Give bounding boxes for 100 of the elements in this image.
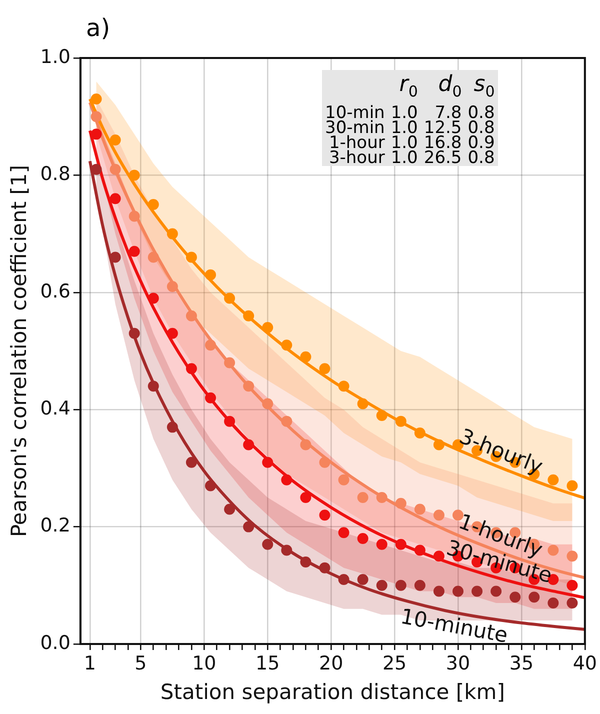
x-tick-label: 1	[84, 652, 96, 674]
point	[357, 492, 368, 503]
point	[110, 134, 121, 146]
point	[243, 439, 254, 450]
point	[319, 510, 330, 521]
point	[472, 586, 483, 597]
point	[128, 246, 140, 257]
point	[186, 252, 197, 263]
point	[300, 492, 312, 503]
point	[224, 416, 236, 427]
point	[395, 580, 406, 591]
point	[224, 357, 236, 368]
point	[414, 544, 426, 556]
point	[128, 210, 140, 222]
point	[148, 292, 159, 304]
point	[376, 492, 388, 503]
point	[319, 363, 330, 374]
text: r$_{0}$ d$_{0}$ s$_{0}$	[399, 72, 495, 100]
point	[376, 580, 388, 591]
point	[566, 550, 578, 562]
point	[300, 351, 312, 362]
point	[166, 422, 178, 433]
point	[357, 533, 368, 544]
point	[490, 586, 502, 597]
point	[128, 170, 140, 181]
point	[376, 410, 388, 421]
point	[566, 580, 578, 591]
point	[300, 556, 312, 568]
point	[205, 269, 216, 280]
point	[548, 597, 559, 608]
point	[148, 199, 159, 210]
point	[357, 574, 368, 586]
x-tick-label: 25	[382, 652, 407, 674]
x-tick-label: 5	[134, 652, 147, 674]
point	[414, 580, 426, 591]
point	[548, 474, 559, 486]
y-tick-label: 0.4	[40, 398, 70, 420]
point	[300, 439, 312, 450]
point	[414, 428, 426, 439]
y-tick-label: 0.0	[40, 632, 70, 654]
x-tick-label: 10	[192, 652, 216, 674]
point	[243, 310, 254, 322]
point	[433, 586, 444, 597]
point	[148, 252, 159, 263]
point	[528, 592, 540, 603]
point	[166, 328, 178, 339]
annotation: 3-hour 1.0 26.5 0.8	[328, 148, 496, 168]
point	[186, 363, 197, 374]
point	[90, 164, 102, 175]
point	[205, 480, 216, 492]
point	[90, 111, 102, 122]
point	[166, 281, 178, 292]
point	[166, 228, 178, 240]
x-tick-label: 35	[509, 652, 534, 674]
point	[205, 392, 216, 404]
x-tick-label: 30	[446, 652, 470, 674]
point	[243, 380, 254, 392]
point	[510, 592, 521, 603]
point	[262, 398, 274, 410]
x-tick-label: 20	[318, 652, 344, 674]
point	[433, 510, 444, 521]
point	[281, 340, 292, 351]
point	[205, 340, 216, 351]
y-tick-label: 0.8	[40, 163, 70, 186]
point	[128, 328, 140, 339]
point	[224, 292, 236, 304]
point	[90, 128, 102, 140]
y-axis-title: Pearson's correlation coefficient [1]	[7, 164, 32, 538]
point	[281, 544, 292, 556]
point	[414, 504, 426, 515]
point	[110, 164, 121, 175]
point	[376, 538, 388, 550]
x-tick-label: 40	[572, 652, 598, 674]
point	[452, 586, 464, 597]
y-tick-label: 0.2	[40, 514, 70, 537]
point	[338, 380, 350, 392]
point	[357, 398, 368, 410]
point	[281, 416, 292, 427]
point	[186, 456, 197, 468]
text: 10-minute	[398, 604, 510, 648]
point	[566, 480, 578, 492]
point	[90, 94, 102, 105]
point	[243, 521, 254, 532]
y-tick-label: 0.6	[40, 280, 70, 302]
point	[338, 574, 350, 586]
x-axis-title: Station separation distance [km]	[160, 680, 505, 704]
point	[395, 498, 406, 509]
chart-title: a)	[86, 14, 110, 42]
point	[262, 456, 274, 468]
point	[262, 322, 274, 334]
point	[110, 193, 121, 204]
x-tick-label: 15	[256, 652, 280, 674]
point	[224, 504, 236, 515]
point	[395, 538, 406, 550]
point	[110, 252, 121, 263]
y-tick-label: 1.0	[40, 46, 70, 68]
point	[186, 310, 197, 322]
point	[433, 550, 444, 562]
point	[338, 527, 350, 538]
point	[433, 439, 444, 450]
